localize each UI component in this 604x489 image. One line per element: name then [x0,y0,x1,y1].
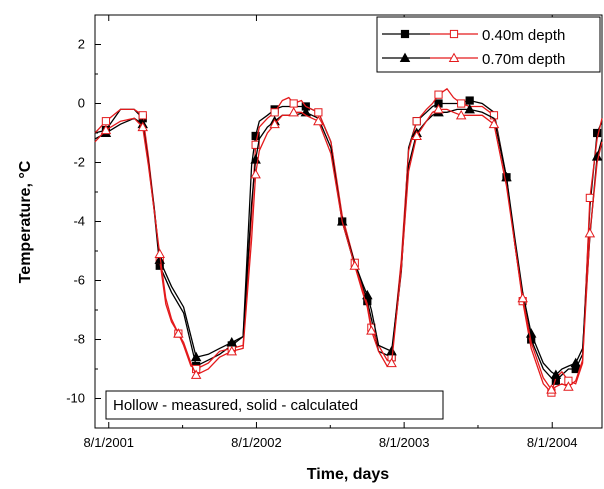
data-point [251,140,260,149]
data-point [154,248,165,258]
x-tick-label: 8/1/2004 [527,435,578,450]
y-tick-label: 0 [78,96,85,111]
data-point [173,328,184,338]
data-point [288,106,299,117]
data-point [226,345,238,356]
legend: 0.40m depth 0.70m depth [376,16,601,73]
data-point [465,96,474,105]
data-point [412,117,421,126]
data-point [546,384,557,394]
data-point [251,131,260,141]
series-line [94,108,603,391]
x-axis-title: Time, days [307,466,390,483]
series-layer [94,87,603,397]
data-point [563,381,574,391]
annotation-box [105,390,444,420]
data-point [137,121,148,132]
data-point [570,357,581,368]
data-point [457,99,466,108]
data-point [313,115,324,126]
data-point [585,193,594,203]
axis-layer: 2 0 -2 -4 -6 -8 -10 8/1/2001 8/1/2002 8/1/2003 8/1… [66,14,578,450]
y-tick-label: -6 [73,273,85,288]
data-point [584,227,596,238]
legend-marker-measured [448,52,460,63]
data-point [464,103,475,114]
data-point [411,130,422,140]
legend-label-0.70m: 0.70m depth [482,51,565,68]
data-point [250,168,261,179]
legend-label-0.40m: 0.40m depth [482,27,565,44]
data-point [517,292,528,303]
data-point [550,369,562,379]
y-tick-label: -8 [73,332,85,347]
data-point [138,111,147,120]
data-point [154,254,165,264]
series-line [94,87,603,394]
annotation-text: Hollow - measured, solid - calculated [113,397,358,414]
data-point [386,357,397,368]
series-measured-070mdepth [94,103,603,394]
data-point [362,289,373,300]
data-point [366,325,377,335]
data-point [100,124,112,135]
x-tick-label: 8/1/2002 [231,435,282,450]
data-point [488,118,500,129]
data-point [269,118,280,129]
y-tick-label: 2 [78,37,85,52]
plot-frame [94,14,603,429]
data-point [270,108,279,117]
y-tick-label: -2 [73,155,85,170]
data-point [434,90,443,99]
data-point [190,351,202,362]
plot-area: 2 0 -2 -4 -6 -8 -10 8/1/2001 8/1/2002 8/1/2003 8/1… [66,14,603,450]
data-point [455,109,467,120]
y-tick-label: -4 [73,214,85,229]
data-point [349,260,361,270]
data-point [314,108,323,117]
annotation: Hollow - measured, solid - calculated [105,390,444,420]
data-point [433,103,444,114]
legend-marks [382,29,478,63]
legend-marker-measured [449,29,459,39]
legend-marker-calculated [400,29,410,39]
legend-marker-calculated [399,52,411,63]
x-tick-label: 8/1/2001 [83,435,134,450]
data-point [289,99,298,108]
data-point [190,369,202,379]
data-point [386,345,397,356]
legend-box [376,16,601,73]
y-tick-label: -10 [66,391,85,406]
data-point [101,117,111,126]
x-tick-label: 8/1/2003 [379,435,430,450]
y-axis-title: Temperature, °C [17,160,34,283]
data-point [591,151,603,161]
